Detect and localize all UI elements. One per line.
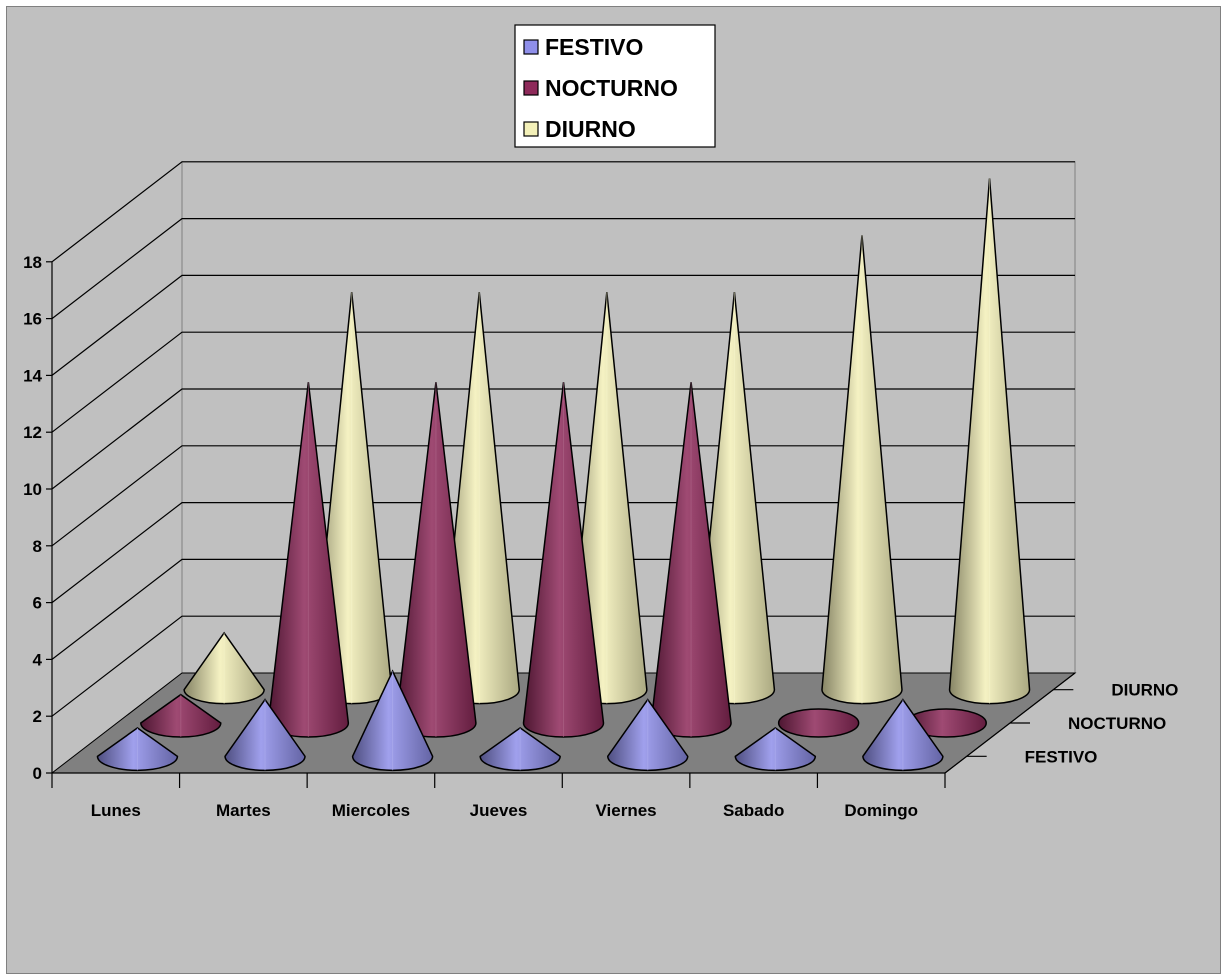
y-tick-label: 10 xyxy=(23,480,42,499)
y-tick-label: 0 xyxy=(33,764,42,783)
cone-festivo-miercoles xyxy=(351,669,434,772)
cone-nocturno-sabado xyxy=(777,708,860,738)
x-tick-label: Viernes xyxy=(596,801,657,820)
cone-series xyxy=(96,178,1031,772)
x-tick-label: Domingo xyxy=(844,801,918,820)
gridline xyxy=(51,445,1075,547)
cone-festivo-sabado xyxy=(734,727,817,772)
y-tick-label: 6 xyxy=(33,594,42,613)
y-tick-label: 8 xyxy=(33,537,42,556)
cone-festivo-lunes xyxy=(96,727,179,772)
gridline xyxy=(51,388,1075,490)
cone-festivo-jueves xyxy=(479,727,561,772)
legend-swatch xyxy=(523,121,539,137)
gridline xyxy=(51,502,1075,604)
cone-festivo-domingo xyxy=(862,698,944,772)
depth-tick-label: DIURNO xyxy=(1111,681,1178,700)
y-tick-label: 14 xyxy=(23,366,42,385)
x-axis: Lunes Martes Miercoles Jueves Viernes Sabado D… xyxy=(51,772,946,820)
legend-label: NOCTURNO xyxy=(545,75,678,101)
cone-diurno-sabado xyxy=(821,235,903,705)
y-tick-label: 16 xyxy=(23,310,42,329)
y-tick-label: 4 xyxy=(33,650,43,669)
depth-tick-label: NOCTURNO xyxy=(1068,714,1166,733)
legend-label: DIURNO xyxy=(545,116,636,142)
x-tick-label: Jueves xyxy=(470,801,528,820)
cone-nocturno-jueves xyxy=(522,382,605,738)
cone-festivo-viernes xyxy=(606,698,689,772)
y-tick-label: 12 xyxy=(23,423,42,442)
cone-diurno-lunes xyxy=(183,631,265,705)
gridline xyxy=(51,274,1075,376)
legend: FESTIVO NOCTURNO DIURNO xyxy=(514,24,716,148)
y-tick-label: 2 xyxy=(33,707,42,726)
x-tick-label: Martes xyxy=(216,801,271,820)
side-wall xyxy=(51,160,183,775)
cone-base xyxy=(777,708,860,738)
gridline xyxy=(51,331,1075,433)
legend-swatch xyxy=(523,80,539,96)
cone-festivo-martes xyxy=(224,698,306,772)
depth-tick-label: FESTIVO xyxy=(1025,747,1098,766)
gridline xyxy=(51,558,1075,660)
y-axis: 0 2 4 6 8 10 12 14 16 18 xyxy=(23,253,53,783)
gridline xyxy=(51,161,1075,263)
x-tick-label: Sabado xyxy=(723,801,784,820)
depth-axis: FESTIVO NOCTURNO DIURNO xyxy=(944,672,1178,774)
gridline xyxy=(51,615,1075,717)
cone-diurno-domingo xyxy=(948,178,1031,705)
gridlines xyxy=(51,161,1075,717)
x-tick-label: Lunes xyxy=(91,801,141,820)
legend-label: FESTIVO xyxy=(545,34,643,60)
gridline xyxy=(51,218,1075,320)
y-tick-label: 18 xyxy=(23,253,42,272)
x-tick-label: Miercoles xyxy=(332,801,410,820)
cone-nocturno-lunes xyxy=(140,693,222,738)
legend-box xyxy=(514,24,716,148)
legend-swatch xyxy=(523,39,539,55)
